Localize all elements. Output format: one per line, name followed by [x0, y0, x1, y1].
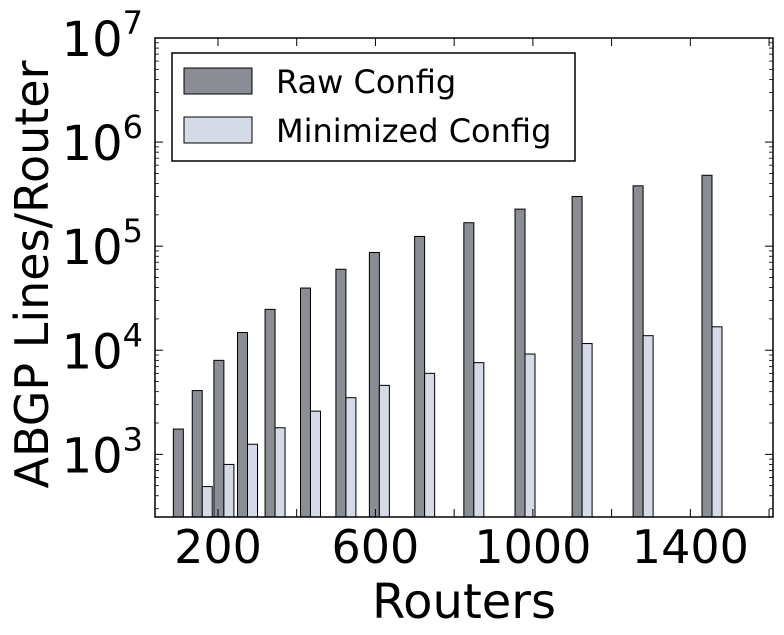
y-tick-label: 105	[62, 212, 143, 276]
legend-label-raw-config: Raw Config	[276, 63, 456, 101]
bar-raw-config-12	[632, 185, 644, 518]
bar-raw-config-2	[213, 359, 225, 518]
bar-raw-config-4	[264, 308, 276, 518]
bar-minimized-config-11	[581, 343, 593, 518]
bar-raw-config-7	[368, 251, 380, 518]
legend: Raw Config Minimized Config	[171, 52, 576, 162]
bar-minimized-config-12	[642, 335, 654, 518]
y-tick-label: 107	[62, 4, 143, 68]
bar-minimized-config-6	[345, 397, 357, 518]
x-tick-label: 1000	[474, 520, 591, 574]
bar-raw-config-0	[172, 428, 184, 518]
y-tick-label: 103	[62, 420, 143, 484]
legend-label-minimized-config: Minimized Config	[276, 112, 551, 150]
bar-minimized-config-1	[201, 486, 213, 518]
bar-raw-config-1	[191, 390, 203, 518]
bar-raw-config-13	[701, 174, 713, 518]
bar-raw-config-11	[571, 196, 583, 518]
bar-minimized-config-10	[524, 353, 536, 518]
x-tick-label: 600	[332, 520, 420, 574]
legend-swatch-raw-config	[183, 67, 253, 95]
y-tick-label: 104	[62, 316, 143, 380]
x-tick-label: 1400	[632, 520, 749, 574]
x-axis-title: Routers	[372, 574, 556, 630]
bar-raw-config-10	[514, 208, 526, 518]
bar-minimized-config-4	[274, 427, 286, 518]
bar-minimized-config-7	[378, 384, 390, 518]
x-tick-label: 200	[174, 520, 262, 574]
bar-raw-config-8	[414, 235, 426, 518]
bar-minimized-config-8	[424, 372, 436, 518]
bar-raw-config-5	[299, 287, 311, 518]
bar-raw-config-9	[463, 222, 475, 518]
bar-minimized-config-3	[247, 443, 259, 518]
bars-layer	[172, 174, 723, 518]
bar-minimized-config-9	[473, 362, 485, 518]
legend-swatch-minimized-config	[183, 116, 253, 144]
bar-minimized-config-13	[711, 326, 723, 518]
bar-minimized-config-2	[223, 463, 235, 518]
y-tick-label: 106	[62, 108, 143, 172]
y-axis-title: ABGP Lines/Router	[5, 60, 59, 488]
bar-raw-config-3	[237, 332, 249, 518]
bar-raw-config-6	[335, 268, 347, 518]
bar-minimized-config-5	[309, 410, 321, 518]
